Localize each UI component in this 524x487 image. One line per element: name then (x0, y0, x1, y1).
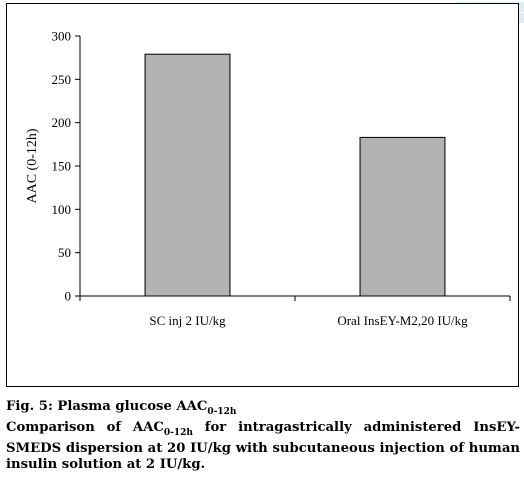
y-tick-label: 200 (52, 115, 72, 130)
caption-line-2-start: Comparison of AAC (6, 420, 164, 435)
plot-area: 0 50 100 150 200 250 300 SC inj 2 IU/kg Oral Ins… (52, 29, 511, 328)
y-tick-label: 300 (52, 29, 72, 44)
caption-line-4: insulin solution at 2 IU/kg. (6, 457, 206, 472)
caption-title-subscript: 0-12h (207, 407, 237, 417)
x-category-label: Oral InsEY-M2,20 IU/kg (337, 313, 468, 328)
bar (144, 53, 231, 297)
y-tick-label: 250 (52, 72, 72, 87)
caption-title-text: Fig. 5: Plasma glucose AAC (6, 399, 208, 414)
y-tick-label: 100 (52, 202, 72, 217)
caption-title: Fig. 5: Plasma glucose AAC0-12h (6, 399, 520, 420)
caption-line-3: SMEDS dispersion at 20 IU/kg with subcut… (6, 441, 520, 456)
caption-line-2-subscript: 0-12h (163, 428, 193, 438)
bar-chart: AAC (0-12h) 0 50 100 150 200 250 300 SC inj 2 I… (25, 29, 511, 328)
bar (359, 136, 446, 297)
y-tick-label: 50 (58, 245, 71, 260)
y-axis-label: AAC (0-12h) (25, 128, 40, 203)
x-category-label: SC inj 2 IU/kg (149, 313, 226, 328)
y-tick-label: 0 (65, 289, 72, 304)
y-tick-label: 150 (52, 159, 72, 174)
caption-line-2: Comparison of AAC0-12h for intragastrica… (6, 420, 520, 441)
caption-line-2-end: for intragastrically administered InsEY- (192, 420, 521, 435)
figure-caption: Fig. 5: Plasma glucose AAC0-12h Comparis… (6, 399, 520, 473)
